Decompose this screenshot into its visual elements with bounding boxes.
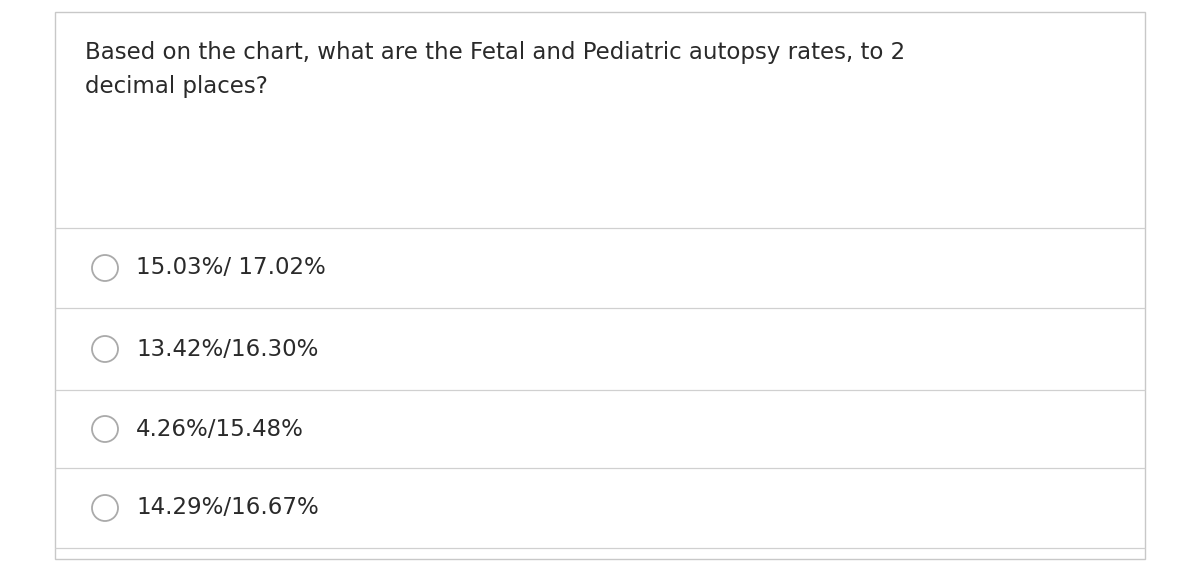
Text: 15.03%/ 17.02%: 15.03%/ 17.02% bbox=[136, 256, 325, 279]
FancyBboxPatch shape bbox=[55, 12, 1145, 559]
Text: 14.29%/16.67%: 14.29%/16.67% bbox=[136, 497, 319, 520]
Text: 4.26%/15.48%: 4.26%/15.48% bbox=[136, 417, 304, 440]
Text: 13.42%/16.30%: 13.42%/16.30% bbox=[136, 337, 318, 360]
Text: Based on the chart, what are the Fetal and Pediatric autopsy rates, to 2
decimal: Based on the chart, what are the Fetal a… bbox=[85, 41, 905, 98]
